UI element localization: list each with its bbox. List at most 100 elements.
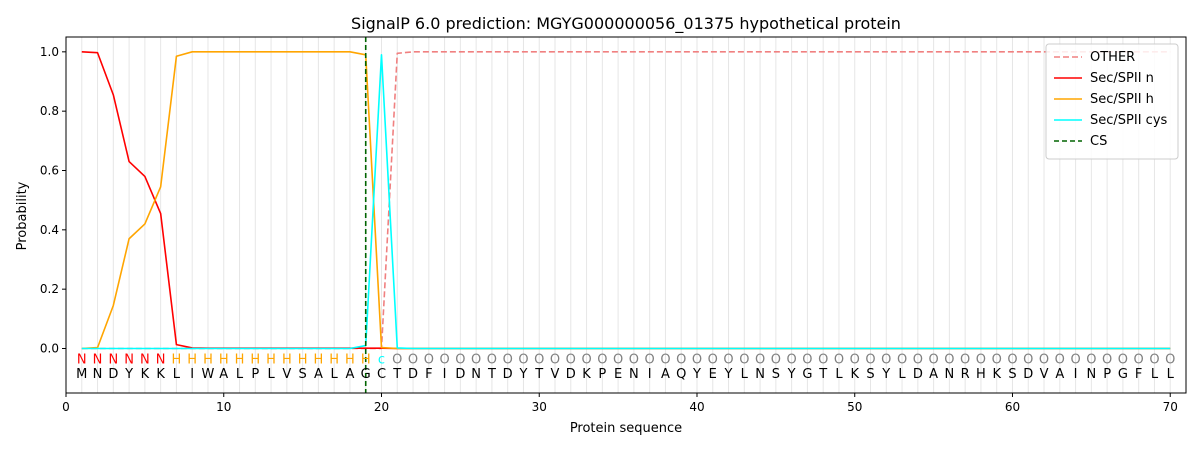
series-line-sec-spii-n (81, 51, 1171, 350)
legend-entry-label: Sec/SPII n (1090, 71, 1154, 86)
sequence-residue: I (648, 367, 652, 382)
sequence-residue: N (471, 367, 481, 382)
sequence-residue: Y (124, 367, 133, 382)
region-label: O (518, 352, 528, 367)
region-label: O (850, 352, 860, 367)
sequence-residue: T (487, 367, 496, 382)
sequence-residue: P (1103, 367, 1111, 382)
sequence-residue: L (267, 367, 275, 382)
region-label: O (1039, 352, 1049, 367)
sequence-residue: L (898, 367, 906, 382)
region-label: O (613, 352, 623, 367)
sequence-residue: N (945, 367, 955, 382)
x-tick-label: 0 (62, 400, 70, 414)
region-label: H (345, 352, 355, 367)
sequence-residue: V (282, 367, 291, 382)
region-label: H (235, 352, 245, 367)
sequence-residue: D (455, 367, 465, 382)
region-label: H (266, 352, 276, 367)
legend-entry-label: Sec/SPII h (1090, 92, 1154, 107)
sequence-residue: A (661, 367, 670, 382)
region-label: H (329, 352, 339, 367)
sequence-residue: A (314, 367, 323, 382)
y-axis-label: Probability (15, 181, 30, 250)
region-label: H (282, 352, 292, 367)
region-label: O (787, 352, 797, 367)
legend-entry-label: OTHER (1090, 50, 1135, 65)
sequence-residue: A (1055, 367, 1064, 382)
x-tick-label: 10 (216, 400, 231, 414)
region-label: O (913, 352, 923, 367)
legend-box (1045, 43, 1179, 160)
sequence-residue: S (866, 367, 874, 382)
y-tick-label: 0.0 (40, 342, 59, 356)
region-label: O (566, 352, 576, 367)
region-label: O (534, 352, 544, 367)
sequence-residue: T (392, 367, 401, 382)
sequence-letters: NMNNNDNYNKNKHLHIHWHAHLHPHLHVHSHAHLHAHGcC… (76, 352, 1175, 382)
region-label: H (172, 352, 182, 367)
sequence-residue: D (503, 367, 513, 382)
series-line-sec-spii-cys (81, 53, 1171, 350)
region-label: O (755, 352, 765, 367)
region-label: H (314, 352, 324, 367)
region-label: O (660, 352, 670, 367)
series-line-sec-spii-h (81, 51, 1171, 350)
sequence-residue: L (741, 367, 749, 382)
sequence-residue: I (190, 367, 194, 382)
region-label: O (439, 352, 449, 367)
legend-entry-label: CS (1090, 134, 1107, 149)
y-tick-label: 0.6 (40, 164, 59, 178)
x-tick-label: 40 (689, 400, 704, 414)
sequence-residue: S (298, 367, 306, 382)
region-label: O (645, 352, 655, 367)
region-label: H (250, 352, 260, 367)
sequence-residue: N (629, 367, 639, 382)
region-label: O (928, 352, 938, 367)
sequence-residue: N (1086, 367, 1096, 382)
sequence-residue: L (1167, 367, 1175, 382)
series-line-other (81, 51, 1171, 350)
region-label: H (361, 352, 371, 367)
x-tick-label: 70 (1163, 400, 1178, 414)
region-label: O (1007, 352, 1017, 367)
region-label: O (708, 352, 718, 367)
region-label: O (676, 352, 686, 367)
region-label: N (140, 352, 150, 367)
region-label: O (897, 352, 907, 367)
sequence-residue: L (331, 367, 339, 382)
sequence-residue: M (76, 367, 87, 382)
region-label: O (392, 352, 402, 367)
sequence-residue: C (377, 367, 386, 382)
sequence-residue: Y (518, 367, 527, 382)
region-label: O (802, 352, 812, 367)
y-tick-label: 1.0 (40, 45, 59, 59)
sequence-residue: Q (676, 367, 686, 382)
region-label: O (771, 352, 781, 367)
y-tick-label: 0.8 (40, 104, 59, 118)
region-label: O (1055, 352, 1065, 367)
region-label: O (1149, 352, 1159, 367)
sequence-residue: T (534, 367, 543, 382)
region-label: O (881, 352, 891, 367)
region-label: O (865, 352, 875, 367)
sequence-residue: S (1008, 367, 1016, 382)
region-label: O (503, 352, 513, 367)
region-label: O (1165, 352, 1175, 367)
sequence-residue: A (929, 367, 938, 382)
sequence-residue: A (219, 367, 228, 382)
region-label: O (471, 352, 481, 367)
x-tick-label: 50 (847, 400, 862, 414)
y-tick-label: 0.2 (40, 282, 59, 296)
sequence-residue: D (913, 367, 923, 382)
region-label: c (378, 352, 385, 367)
region-label: O (723, 352, 733, 367)
sequence-residue: K (141, 367, 150, 382)
region-label: O (692, 352, 702, 367)
region-label: O (992, 352, 1002, 367)
sequence-residue: Y (787, 367, 796, 382)
region-label: O (739, 352, 749, 367)
legend-entry-label: Sec/SPII cys (1090, 113, 1168, 128)
region-label: O (1023, 352, 1033, 367)
